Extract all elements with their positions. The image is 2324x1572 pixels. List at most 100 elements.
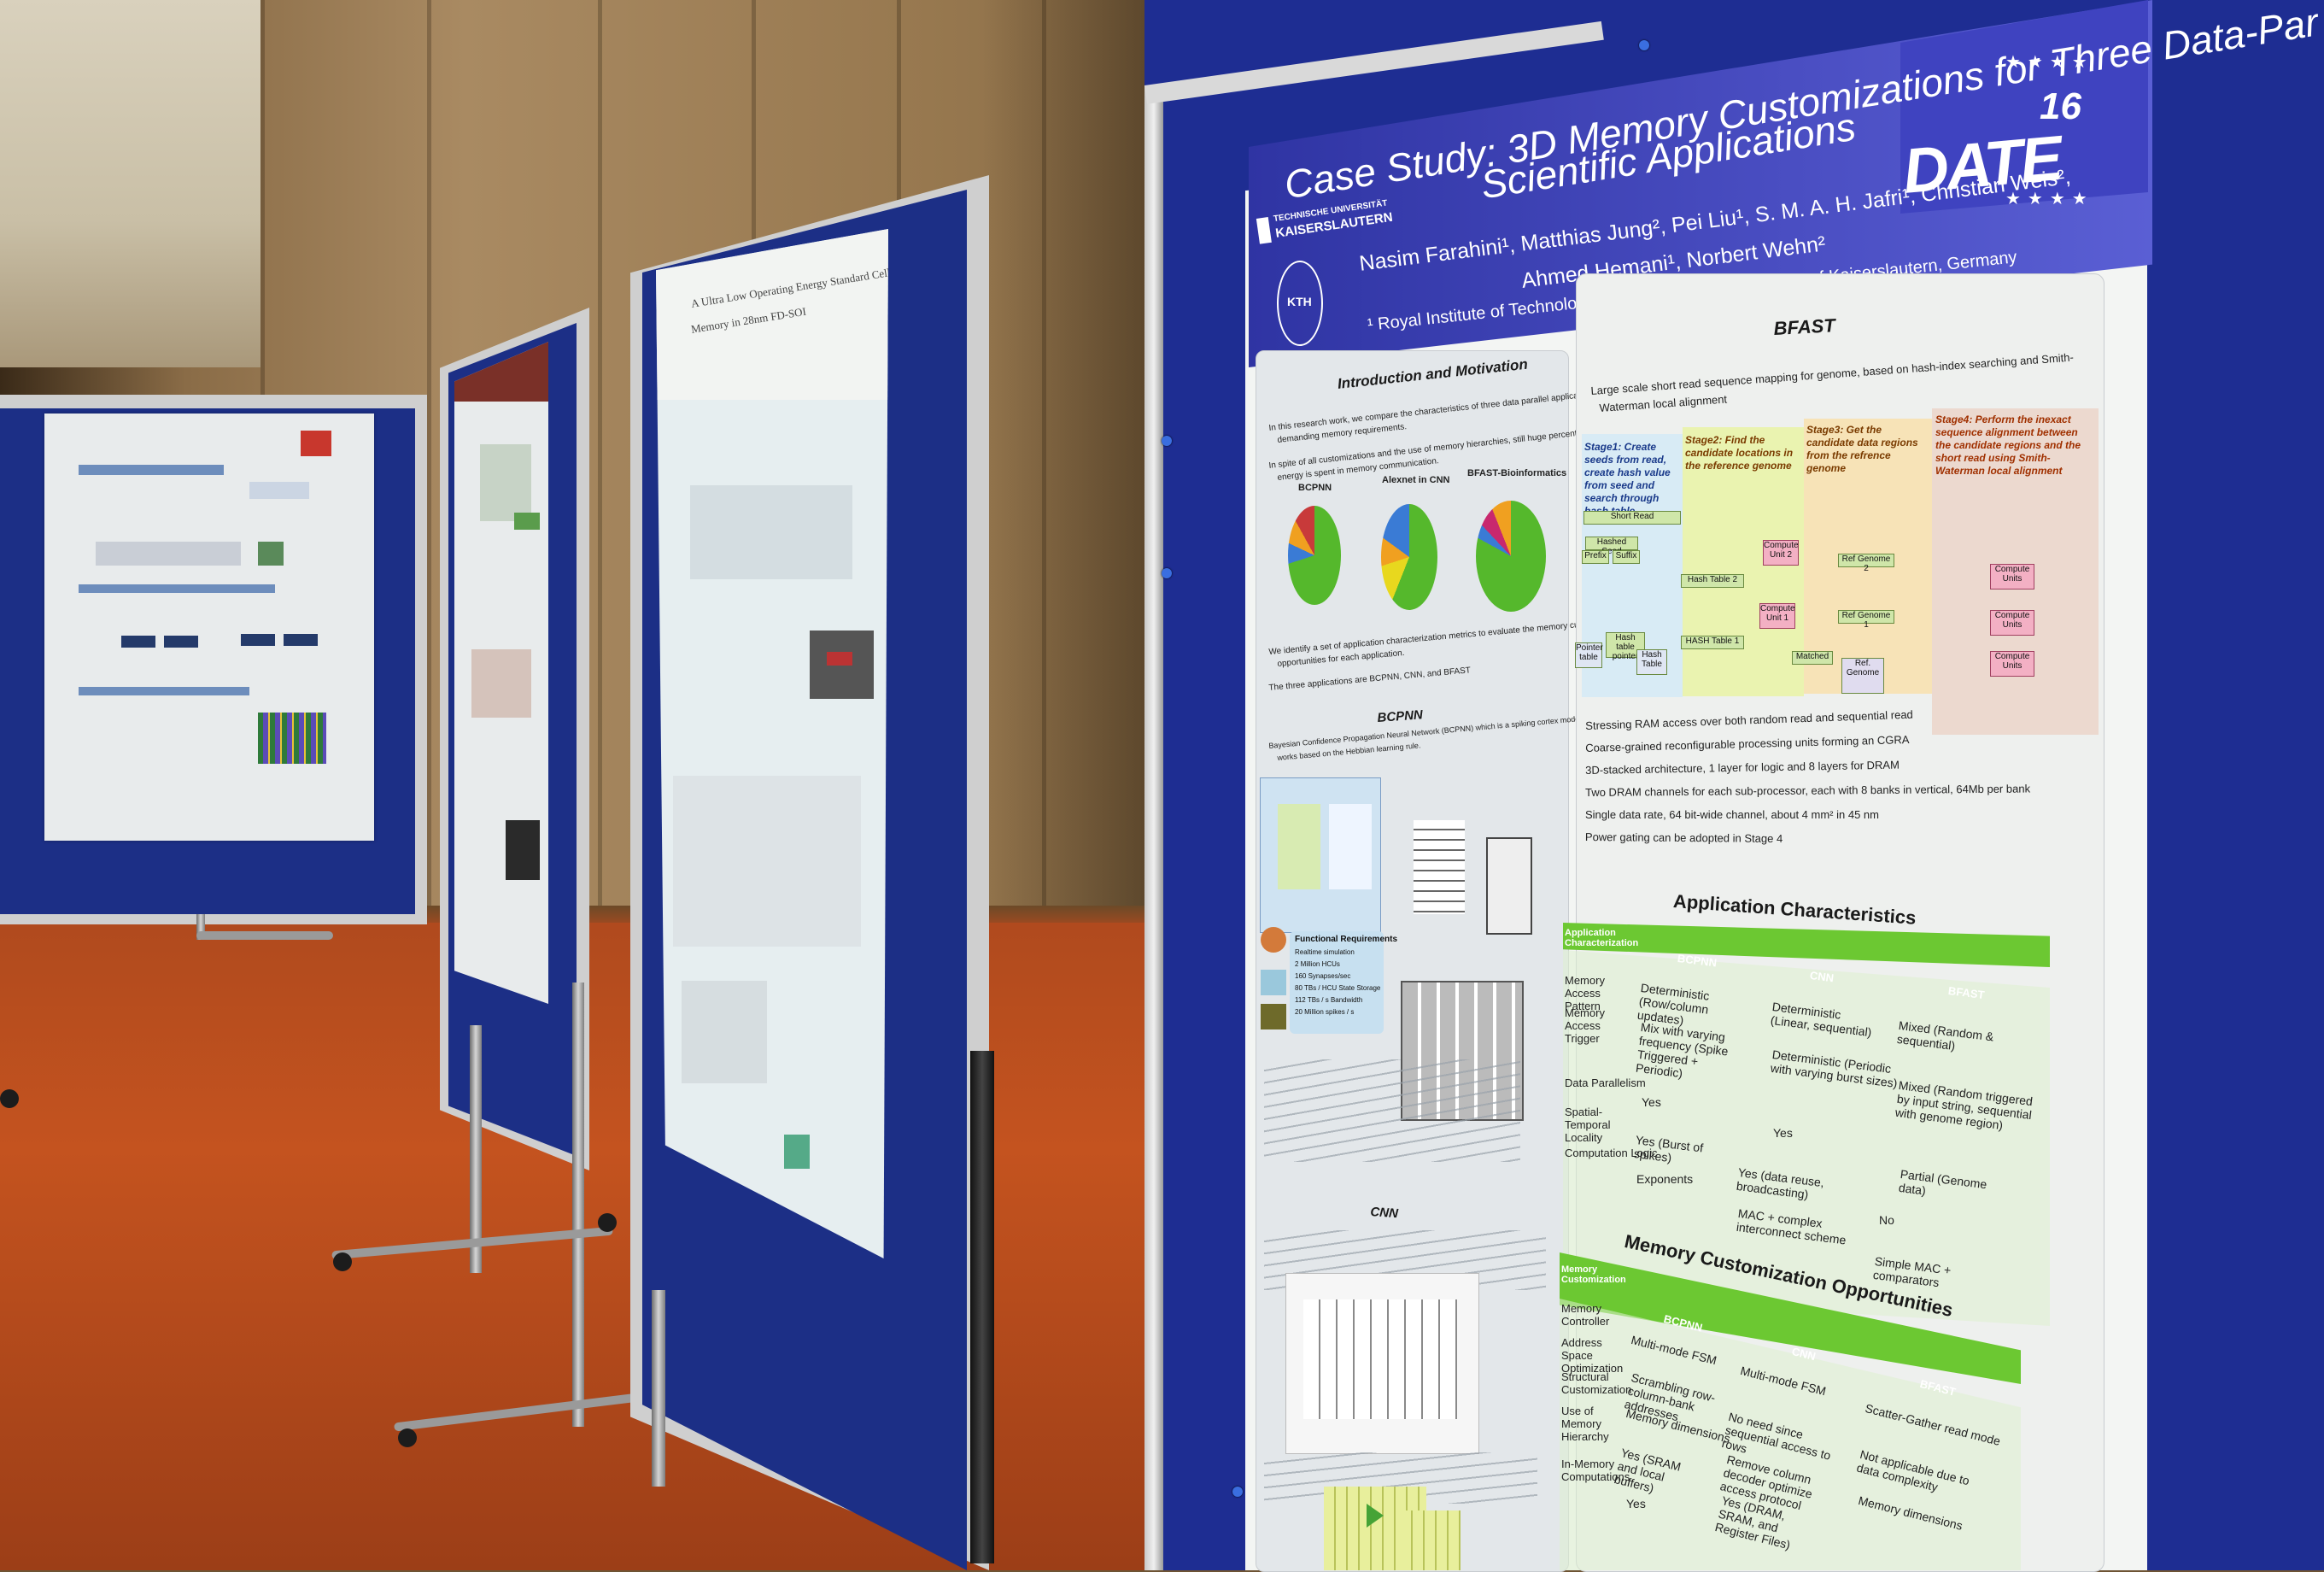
arrow-right-icon <box>1367 1504 1384 1528</box>
req-line: Realtime simulation <box>1295 948 1355 956</box>
pie-label-alexnet: Alexnet in CNN <box>1382 475 1450 485</box>
mem-cust-row-label: Structural Customization <box>1561 1370 1632 1396</box>
memory-stack-diagram <box>1414 820 1465 914</box>
poster-1-figure <box>258 542 284 566</box>
stage4-label: Stage4: Perform the inexact sequence ali… <box>1935 414 2081 477</box>
pie-label-bfast: BFAST-Bioinformatics <box>1467 468 1567 478</box>
pie-label-bcpnn: BCPNN <box>1298 483 1332 493</box>
app-char-cell: Exponents <box>1636 1172 1694 1186</box>
poster-2 <box>454 342 548 1004</box>
compute-unit-1-box: Compute Unit 1 <box>1759 603 1795 629</box>
req-line: 20 Million spikes / s <box>1295 1008 1355 1016</box>
mem-cust-cell: Yes <box>1626 1497 1646 1510</box>
ref-genome-2-box: Ref Genome 2 <box>1838 554 1894 573</box>
compute-unit-2-box: Compute Unit 2 <box>1763 540 1799 566</box>
poster-2-figure <box>471 649 531 718</box>
poster-3: A Ultra Low Operating Energy Standard Ce… <box>656 229 888 1258</box>
poster-3-figure <box>690 485 852 579</box>
mem-cust-header-0: Memory Customization <box>1561 1264 1626 1285</box>
poster-3-logo <box>784 1135 810 1169</box>
hash-table-pointer-box: Hash table pointer <box>1606 632 1645 661</box>
wall-panel-seam <box>427 0 431 1111</box>
bcpnn-block <box>1278 804 1320 889</box>
ref-genome-1-box: Ref Genome 1 <box>1838 610 1894 630</box>
mem-cust-row-label: In-Memory Computations <box>1561 1458 1630 1483</box>
short-read-box: Short Read <box>1583 511 1681 525</box>
matched-box: Matched <box>1792 651 1833 665</box>
cnn-section-title: CNN <box>1369 1205 1399 1222</box>
functional-requirements-box: Functional Requirements Realtime simulat… <box>1290 931 1397 1034</box>
poster-1-heading <box>79 465 224 475</box>
bfast-section-title: BFAST <box>1773 314 1836 339</box>
req-line: 80 TBs / HCU State Storage <box>1295 984 1381 992</box>
req-title: Functional Requirements <box>1295 935 1398 944</box>
poster-1 <box>44 414 374 841</box>
compute-units-box-1: Compute Units <box>1990 564 2034 590</box>
pointer-table-box: Pointer table <box>1575 642 1603 668</box>
stage1-label: Stage1: Create seeds from read, create h… <box>1584 441 1671 517</box>
hash-table-1-box: HASH Table 1 <box>1681 636 1744 649</box>
bfast-bullet-5: Single data rate, 64 bit-wide channel, a… <box>1585 808 1879 821</box>
cnn-layers <box>1303 1299 1457 1419</box>
stage3-label: Stage3: Get the candidate data regions f… <box>1806 424 1918 474</box>
app-char-row-label: Memory Access Pattern <box>1565 974 1605 1012</box>
wall-panel-seam <box>598 0 602 1111</box>
date-logo-year: 16 <box>2040 85 2081 127</box>
poster-3-table <box>682 981 767 1083</box>
compute-units-box-2: Compute Units <box>1990 610 2034 636</box>
app-char-cell: Yes <box>1773 1126 1793 1140</box>
stand-leg <box>196 914 205 940</box>
window-blind <box>0 0 260 367</box>
req-line: 2 Million HCUs <box>1295 960 1340 968</box>
stage2-label: Stage2: Find the candidate locations in … <box>1685 434 1794 472</box>
processor-icon <box>1261 1004 1286 1029</box>
poster-1-figure <box>96 542 241 566</box>
app-char-header-0: Application Characterization <box>1565 928 1639 948</box>
poster-1-heading <box>79 584 275 593</box>
poster-board-4-frame-left <box>1144 85 1163 1570</box>
bcpnn-text-block <box>1264 1059 1520 1162</box>
stand-wheel <box>0 1089 19 1108</box>
prefix-box: Prefix <box>1582 550 1609 564</box>
poster-3-chip-die <box>827 652 852 666</box>
kth-logo-text: KTH <box>1287 295 1312 308</box>
app-char-row-label: Computation Logic <box>1565 1147 1658 1159</box>
bcpnn-architecture-diagram <box>1260 777 1381 933</box>
stand-wheel <box>598 1213 617 1232</box>
bcpnn-pie-chart <box>1288 506 1341 605</box>
req-icons <box>1261 927 1380 1029</box>
poster-1-logo <box>301 431 331 456</box>
stand-foot <box>196 931 333 940</box>
app-char-row-label: Data Parallelism <box>1565 1076 1646 1089</box>
poster-3-plots <box>673 776 861 947</box>
app-char-body <box>1563 950 2050 1326</box>
pushpin <box>1162 568 1172 578</box>
req-line: 160 Synapses/sec <box>1295 972 1351 980</box>
alexnet-pie-chart <box>1381 504 1437 610</box>
poster-1-heading <box>79 687 249 695</box>
memory-device-diagram <box>1486 837 1532 935</box>
app-char-row-label: Memory Access Trigger <box>1565 1006 1605 1045</box>
mem-cust-row-label: Use of Memory Hierarchy <box>1561 1405 1609 1443</box>
bfast-pie-chart <box>1476 501 1546 612</box>
app-char-row-label: Spatial-Temporal Locality <box>1565 1106 1611 1144</box>
star-icons: ★★★★ <box>2005 53 2094 72</box>
hashed-seed-box: Hashed Seed <box>1585 537 1638 556</box>
poster-2-figure <box>514 513 540 530</box>
app-char-cell: Yes <box>1642 1095 1661 1109</box>
brain-icon <box>1261 927 1286 953</box>
poster-1-figure <box>249 482 309 499</box>
poster-1-diagram-block <box>121 636 155 648</box>
chip-icon <box>1261 970 1286 995</box>
req-line: 112 TBs / s Bandwidth <box>1295 996 1363 1004</box>
hash-table-2-box: Hash Table 2 <box>1681 574 1744 588</box>
pushpin <box>1162 436 1172 446</box>
hash-table-box: Hash Table <box>1636 649 1667 675</box>
poster-1-heatmap <box>258 713 326 764</box>
poster-1-diagram-block <box>241 634 275 646</box>
pushpin <box>1232 1487 1243 1497</box>
pushpin <box>1639 40 1649 50</box>
date16-logo: DATE 16 ★★★★ ★★★★ <box>1900 51 2142 208</box>
stand-wheel <box>398 1428 417 1447</box>
poster-2-figure <box>480 444 531 521</box>
